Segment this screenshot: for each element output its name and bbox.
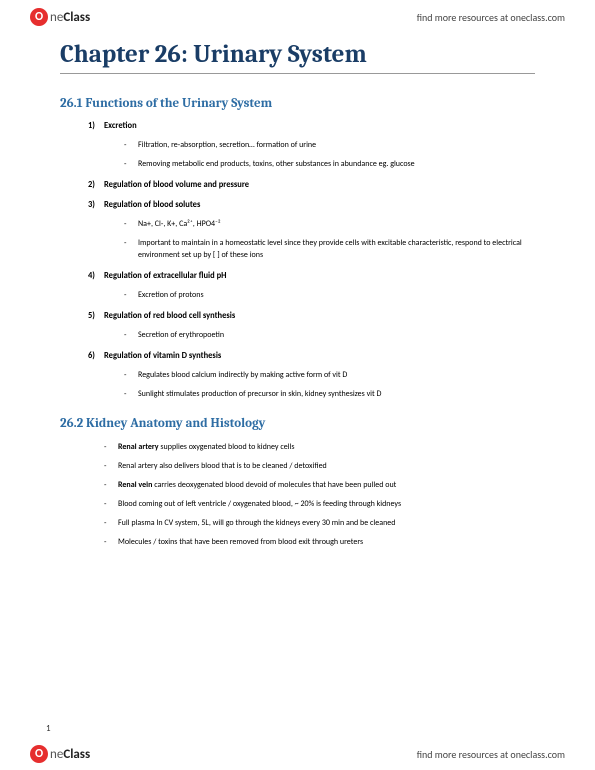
bullet-bold-term: Renal artery (118, 442, 159, 452)
numbered-item: 3)Regulation of blood solutes (88, 200, 535, 210)
bullet-list: Na+, Cl-, K+, Ca²⁺, HPO4⁻² Important to m… (124, 218, 535, 261)
logo-text: neClass (50, 10, 90, 25)
bullet-item: Renal artery also delivers blood that is… (104, 460, 535, 472)
page-content: Chapter 26: Urinary System 26.1 Function… (0, 32, 595, 548)
item-number: 5) (88, 311, 104, 321)
item-number: 6) (88, 351, 104, 361)
footer-logo-icon: O (30, 745, 48, 763)
bullet-item: Full plasma In CV system, 5L, will go th… (104, 517, 535, 529)
item-label: Regulation of red blood cell synthesis (104, 311, 235, 321)
page-header: O neClass find more resources at oneclas… (0, 0, 595, 32)
section-1-list: 1)Excretion Filtration, re-absorption, se… (60, 121, 535, 400)
bullet-item: Sunlight stimulates production of precur… (124, 388, 535, 400)
header-resources-link[interactable]: find more resources at oneclass.com (417, 11, 565, 24)
numbered-item: 6)Regulation of vitamin D synthesis (88, 351, 535, 361)
bullet-item: Na+, Cl-, K+, Ca²⁺, HPO4⁻² (124, 218, 535, 230)
bullet-item: Removing metabolic end products, toxins,… (124, 158, 535, 170)
section-1-title: 26.1 Functions of the Urinary System (60, 96, 535, 111)
bullet-item: Blood coming out of left ventricle / oxy… (104, 498, 535, 510)
bullet-item: Regulates blood calcium indirectly by ma… (124, 369, 535, 381)
numbered-item: 2)Regulation of blood volume and pressur… (88, 180, 535, 190)
bullet-item: Renal artery supplies oxygenated blood t… (104, 441, 535, 453)
bullet-list: Excretion of protons (124, 289, 535, 301)
item-label: Regulation of extracellular fluid pH (104, 271, 227, 281)
bullet-item: Molecules / toxins that have been remove… (104, 536, 535, 548)
bullet-list: Filtration, re-absorption, secretion… fo… (124, 139, 535, 170)
item-number: 4) (88, 271, 104, 281)
bullet-item: Renal vein carries deoxygenated blood de… (104, 479, 535, 491)
page-footer: O neClass find more resources at oneclas… (0, 740, 595, 770)
item-label: Excretion (104, 121, 137, 131)
footer-resources-link[interactable]: find more resources at oneclass.com (417, 748, 565, 761)
bullet-text: carries deoxygenated blood devoid of mol… (152, 480, 396, 490)
footer-logo-text: neClass (50, 747, 90, 762)
bullet-bold-term: Renal vein (118, 480, 152, 490)
bullet-item: Excretion of protons (124, 289, 535, 301)
item-label: Regulation of vitamin D synthesis (104, 351, 221, 361)
section-2-title: 26.2 Kidney Anatomy and Histology (60, 416, 535, 431)
section-2-bullets: Renal artery supplies oxygenated blood t… (104, 441, 535, 548)
bullet-item: Secretion of erythropoetin (124, 329, 535, 341)
footer-brand-logo: O neClass (30, 745, 90, 763)
bullet-list: Secretion of erythropoetin (124, 329, 535, 341)
bullet-text: supplies oxygenated blood to kidney cell… (159, 442, 295, 452)
brand-logo: O neClass (30, 8, 90, 26)
page-number: 1 (46, 723, 51, 734)
bullet-item: Filtration, re-absorption, secretion… fo… (124, 139, 535, 151)
item-number: 3) (88, 200, 104, 210)
item-number: 1) (88, 121, 104, 131)
item-number: 2) (88, 180, 104, 190)
item-label: Regulation of blood volume and pressure (104, 180, 249, 190)
bullet-item: Important to maintain in a homeostatic l… (124, 237, 535, 261)
numbered-item: 4)Regulation of extracellular fluid pH (88, 271, 535, 281)
item-label: Regulation of blood solutes (104, 200, 200, 210)
chapter-title: Chapter 26: Urinary System (60, 40, 535, 74)
numbered-item: 1)Excretion (88, 121, 535, 131)
numbered-item: 5)Regulation of red blood cell synthesis (88, 311, 535, 321)
bullet-list: Regulates blood calcium indirectly by ma… (124, 369, 535, 400)
logo-icon: O (30, 8, 48, 26)
